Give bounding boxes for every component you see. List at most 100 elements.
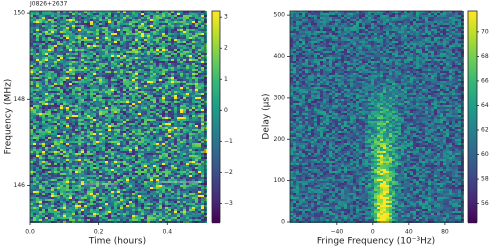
heatmap-cell: [156, 161, 159, 163]
heatmap-cell: [36, 79, 39, 81]
heatmap-cell: [189, 131, 192, 133]
heatmap-cell: [78, 29, 81, 31]
heatmap-cell: [153, 179, 156, 181]
heatmap-cell: [48, 103, 51, 105]
heatmap-cell: [72, 67, 75, 69]
heatmap-cell: [171, 151, 174, 153]
heatmap-cell: [132, 145, 135, 147]
heatmap-cell: [114, 17, 117, 19]
heatmap-cell: [93, 135, 96, 137]
heatmap-cell: [108, 39, 111, 41]
heatmap-cell: [129, 21, 132, 23]
heatmap-cell: [177, 51, 180, 53]
heatmap-cell: [54, 147, 57, 149]
heatmap-cell: [54, 59, 57, 61]
heatmap-cell: [135, 101, 138, 103]
heatmap-cell: [72, 179, 75, 181]
heatmap-cell: [105, 99, 108, 101]
heatmap-cell: [138, 13, 141, 15]
heatmap-cell: [45, 141, 48, 143]
heatmap-cell: [96, 103, 99, 105]
heatmap-cell: [84, 65, 87, 67]
heatmap-cell: [177, 49, 180, 51]
heatmap-cell: [99, 69, 102, 71]
heatmap-cell: [201, 71, 204, 73]
heatmap-cell: [138, 37, 141, 39]
heatmap-cell: [201, 57, 204, 59]
heatmap-cell: [93, 109, 96, 111]
heatmap-cell: [186, 151, 189, 153]
heatmap-cell: [72, 43, 75, 45]
heatmap-cell: [33, 133, 36, 135]
heatmap-cell: [135, 35, 138, 37]
heatmap-cell: [114, 79, 117, 81]
heatmap-cell: [87, 105, 90, 107]
heatmap-cell: [39, 89, 42, 91]
heatmap-cell: [159, 117, 162, 119]
heatmap-cell: [105, 115, 108, 117]
heatmap-cell: [60, 57, 63, 59]
heatmap-cell: [102, 77, 105, 79]
heatmap-cell: [75, 37, 78, 39]
heatmap-cell: [204, 39, 207, 41]
heatmap-cell: [114, 177, 117, 179]
heatmap-cell: [150, 69, 153, 71]
heatmap-cell: [198, 107, 201, 109]
heatmap-cell: [75, 33, 78, 35]
heatmap-cell: [72, 51, 75, 53]
heatmap-cell: [105, 171, 108, 173]
heatmap-cell: [51, 173, 54, 175]
heatmap-cell: [96, 169, 99, 171]
heatmap-cell: [162, 49, 165, 51]
heatmap-cell: [132, 117, 135, 119]
heatmap-cell: [108, 69, 111, 71]
heatmap-cell: [138, 29, 141, 31]
heatmap-cell: [108, 25, 111, 27]
heatmap-cell: [126, 15, 129, 17]
heatmap-cell: [111, 23, 114, 25]
heatmap-cell: [114, 61, 117, 63]
heatmap-cell: [171, 107, 174, 109]
heatmap-cell: [192, 177, 195, 179]
heatmap-cell: [96, 45, 99, 47]
heatmap-cell: [51, 25, 54, 27]
heatmap-cell: [165, 135, 168, 137]
heatmap-cell: [114, 91, 117, 93]
heatmap-cell: [120, 29, 123, 31]
heatmap-cell: [123, 139, 126, 141]
heatmap-cell: [30, 109, 33, 111]
heatmap-cell: [132, 149, 135, 151]
heatmap-cell: [174, 101, 177, 103]
heatmap-cell: [147, 139, 150, 141]
heatmap-cell: [150, 155, 153, 157]
heatmap-cell: [126, 47, 129, 49]
heatmap-cell: [153, 45, 156, 47]
heatmap-cell: [147, 99, 150, 101]
heatmap-cell: [141, 153, 144, 155]
heatmap-cell: [150, 105, 153, 107]
heatmap-cell: [204, 165, 207, 167]
heatmap-cell: [147, 65, 150, 67]
heatmap-cell: [57, 83, 60, 85]
heatmap-cell: [156, 97, 159, 99]
heatmap-cell: [174, 41, 177, 43]
heatmap-cell: [66, 71, 69, 73]
heatmap-cell: [192, 81, 195, 83]
heatmap-cell: [84, 55, 87, 57]
heatmap-cell: [162, 33, 165, 35]
heatmap-cell: [33, 107, 36, 109]
heatmap-cell: [180, 123, 183, 125]
heatmap-cell: [156, 79, 159, 81]
heatmap-cell: [48, 61, 51, 63]
heatmap-cell: [45, 67, 48, 69]
heatmap-cell: [84, 175, 87, 177]
heatmap-cell: [39, 139, 42, 141]
heatmap-cell: [123, 109, 126, 111]
heatmap-cell: [33, 87, 36, 89]
heatmap-cell: [63, 97, 66, 99]
heatmap-cell: [141, 39, 144, 41]
heatmap-cell: [120, 179, 123, 181]
heatmap-cell: [198, 123, 201, 125]
heatmap-cell: [192, 23, 195, 25]
heatmap-cell: [138, 49, 141, 51]
